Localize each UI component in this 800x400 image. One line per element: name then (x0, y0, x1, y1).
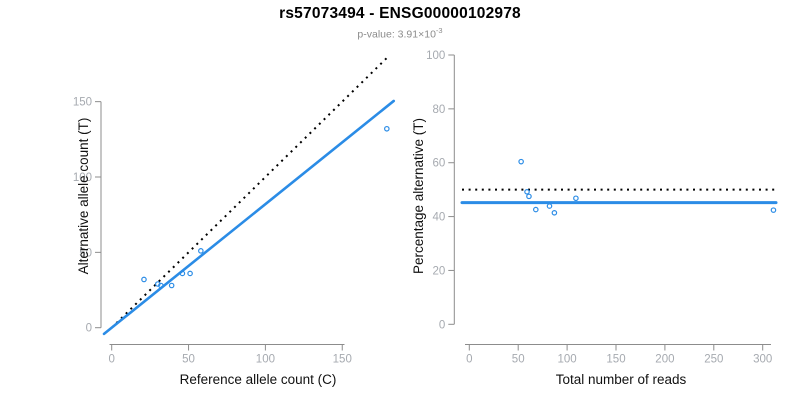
y-axis-label: Percentage alternative (T) (411, 118, 426, 274)
x-tick-label: 50 (512, 354, 525, 366)
x-tick-label: 150 (606, 354, 625, 366)
x-tick-label: 100 (256, 354, 275, 366)
y-tick-label: 50 (79, 247, 92, 259)
x-tick-label: 50 (182, 354, 195, 366)
data-point (524, 189, 530, 195)
p-value-prefix: p-value: (357, 28, 398, 41)
data-point (384, 125, 390, 132)
right-scatter-chart: 0 20 40 60 80 100 0 50 100 150 200 250 300 Total numb… (411, 50, 778, 387)
data-point (198, 248, 204, 254)
y-axis-label: Alternative allele count (T) (76, 118, 91, 275)
data-point (770, 207, 777, 213)
x-tick-label: 0 (466, 354, 472, 366)
data-point (526, 193, 532, 200)
y-tick-label: 80 (433, 104, 446, 116)
data-point (518, 158, 524, 165)
x-axis-label: Total number of reads (556, 372, 687, 387)
data-point (551, 210, 558, 216)
p-value-subtitle: p-value: 3.91×10-3 (0, 26, 800, 41)
fit-line (102, 99, 396, 336)
x-tick-label: 100 (558, 354, 577, 366)
data-point (546, 203, 553, 209)
data-point (141, 276, 147, 283)
data-point (187, 270, 193, 277)
y-tick-label: 150 (73, 97, 92, 109)
p-value-mantissa: 3.91×10 (397, 28, 436, 41)
y-tick-label: 100 (73, 172, 92, 184)
figure-title: rs57073494 - ENSG00000102978 (279, 5, 521, 22)
data-point (533, 206, 539, 213)
y-tick-label: 100 (426, 50, 445, 62)
data-point (168, 282, 175, 289)
y-tick-label: 40 (433, 212, 446, 224)
y-tick-label: 20 (433, 265, 446, 277)
x-tick-label: 300 (753, 354, 772, 366)
data-point (158, 282, 164, 289)
figure-header: rs57073494 - ENSG00000102978 p-value: 3.… (0, 0, 800, 41)
y-tick-label: 60 (433, 158, 446, 170)
x-tick-label: 150 (333, 354, 352, 366)
y-tick-label: 0 (439, 319, 445, 331)
x-tick-label: 200 (655, 354, 674, 366)
data-point (179, 270, 186, 277)
x-axis-label: Reference allele count (C) (180, 372, 337, 387)
x-tick-label: 250 (704, 354, 723, 366)
data-point (573, 195, 579, 202)
p-value-exponent: -3 (435, 26, 443, 35)
identity-dotted-line (110, 55, 390, 329)
y-tick-label: 0 (86, 323, 92, 335)
left-scatter-chart: 0 50 100 150 0 50 100 150 Reference allele count… (73, 55, 396, 387)
x-tick-label: 0 (108, 354, 114, 366)
